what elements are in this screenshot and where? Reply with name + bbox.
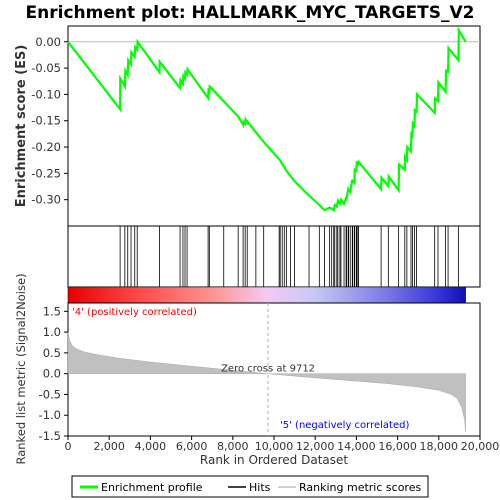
x-tick-label: 6,000 — [176, 440, 208, 453]
es-panel-frame — [67, 25, 481, 227]
metric-y-axis-label: Ranked list metric (Signal2Noise) — [14, 273, 28, 464]
es-y-axis-label: Enrichment score (ES) — [14, 45, 29, 208]
positive-correlation-label: '4' (positively correlated) — [72, 307, 197, 318]
legend-box — [71, 475, 429, 498]
x-tick-label: 18,000 — [420, 440, 459, 453]
legend-hits-label: Hits — [249, 481, 271, 494]
colorbar — [67, 286, 466, 304]
hit-marks — [119, 226, 459, 287]
x-tick-label: 14,000 — [337, 440, 376, 453]
x-tick-label: 12,000 — [296, 440, 335, 453]
x-tick-label: 4,000 — [135, 440, 167, 453]
zero-cross-label: Zero cross at 9712 — [221, 364, 315, 375]
es-y-tick-label: -0.25 — [31, 166, 61, 180]
x-tick-label: 16,000 — [378, 440, 417, 453]
ranking-metric-area — [67, 332, 466, 432]
metric-y-tick-label: 0.0 — [43, 367, 61, 381]
metric-y-tick-label: -1.0 — [39, 408, 61, 422]
metric-y-tick-label: 1.0 — [43, 325, 61, 339]
legend-metric-label: Ranking metric scores — [299, 481, 421, 494]
metric-y-tick-label: -0.5 — [39, 387, 61, 401]
es-y-tick-label: -0.15 — [31, 114, 61, 128]
es-panel: 0.00 -0.05 -0.10 -0.15 -0.20 -0.25 -0.30 Enric… — [14, 25, 481, 227]
metric-y-tick-label: 1.5 — [43, 304, 61, 318]
es-y-tick-label: 0.00 — [35, 35, 61, 49]
x-tick-label: 0 — [65, 440, 72, 453]
es-y-tick-label: -0.30 — [31, 193, 61, 207]
rank-colorbar — [67, 286, 466, 304]
x-tick-label: 8,000 — [217, 440, 249, 453]
hits-panel-frame — [67, 225, 481, 288]
metric-y-tick-label: -1.5 — [39, 429, 61, 443]
x-axis-label: Rank in Ordered Dataset — [200, 453, 348, 467]
enrichment-profile-line — [67, 26, 467, 213]
es-y-ticks: 0.00 -0.05 -0.10 -0.15 -0.20 -0.25 -0.30 — [31, 35, 68, 207]
es-y-tick-label: -0.20 — [31, 140, 61, 154]
x-tick-label: 10,000 — [255, 440, 294, 453]
hits-panel — [67, 225, 481, 288]
x-axis: 0 2,000 4,000 6,000 8,000 10,000 12,000 14,000 1… — [65, 436, 500, 453]
legend: Enrichment profile Hits Ranking metric s… — [71, 475, 429, 498]
metric-panel: 1.5 1.0 0.5 0.0 -0.5 -1.0 -1.5 '4' (positively… — [14, 273, 481, 465]
chart-title: Enrichment plot: HALLMARK_MYC_TARGETS_V2 — [26, 3, 475, 23]
negative-correlation-label: '5' (negatively correlated) — [280, 420, 409, 431]
x-tick-label: 2,000 — [93, 440, 125, 453]
metric-y-ticks: 1.5 1.0 0.5 0.0 -0.5 -1.0 -1.5 — [39, 304, 68, 443]
legend-profile-label: Enrichment profile — [101, 481, 203, 494]
metric-y-tick-label: 0.5 — [43, 346, 61, 360]
x-tick-label: 20,000 — [461, 440, 500, 453]
es-y-tick-label: -0.10 — [31, 87, 61, 101]
es-y-tick-label: -0.05 — [31, 61, 61, 75]
